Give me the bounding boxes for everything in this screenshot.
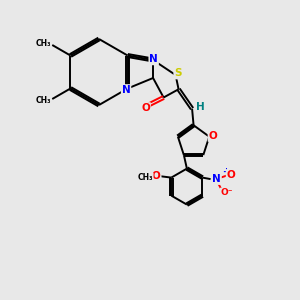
Text: CH₃: CH₃: [35, 96, 51, 105]
Text: CH₃: CH₃: [35, 39, 51, 48]
Text: O: O: [141, 103, 150, 113]
Text: O: O: [152, 171, 161, 181]
Text: S: S: [174, 68, 182, 79]
Text: O: O: [226, 170, 235, 180]
Text: H: H: [196, 102, 205, 112]
Text: N: N: [212, 174, 221, 184]
Text: N: N: [149, 54, 158, 64]
Text: O⁻: O⁻: [220, 188, 233, 197]
Text: N: N: [122, 85, 130, 95]
Text: CH₃: CH₃: [137, 173, 153, 182]
Text: +: +: [223, 167, 230, 176]
Text: O: O: [208, 131, 217, 141]
